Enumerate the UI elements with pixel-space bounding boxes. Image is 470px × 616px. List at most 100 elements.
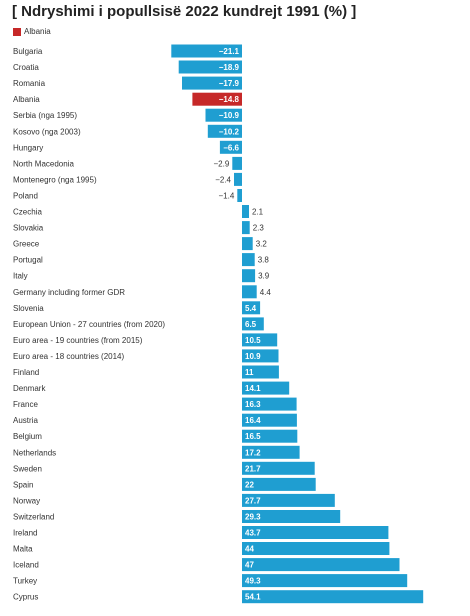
category-label: Spain (13, 480, 33, 489)
bar (242, 237, 253, 251)
category-label: Turkey (13, 577, 37, 586)
data-label: 10.5 (245, 336, 261, 345)
category-label: Finland (13, 368, 39, 377)
category-label: European Union - 27 countries (from 2020… (13, 320, 165, 329)
bar (242, 381, 290, 395)
data-label: 2.3 (253, 224, 265, 233)
chart-legend: Albania (13, 27, 51, 36)
bar (242, 510, 341, 523)
category-label: Italy (13, 272, 28, 281)
data-label: 29.3 (245, 512, 261, 521)
bar (242, 269, 256, 283)
bar (192, 92, 242, 106)
data-label: −2.9 (214, 159, 230, 168)
bar (242, 558, 400, 572)
data-label: 43.7 (245, 529, 261, 538)
data-label: 3.9 (258, 272, 270, 281)
data-label: 14.1 (245, 384, 261, 393)
bar (242, 301, 261, 315)
category-label: Denmark (13, 384, 46, 393)
bar (242, 285, 257, 299)
category-label: Euro area - 18 countries (2014) (13, 352, 125, 361)
data-label: 44 (245, 545, 254, 554)
data-label: 3.2 (256, 240, 268, 249)
bar (207, 124, 242, 138)
data-label: 22 (245, 480, 254, 489)
category-label: Hungary (13, 143, 43, 152)
category-label: Norway (13, 496, 40, 505)
category-label: Romania (13, 79, 46, 88)
category-label: Belgium (13, 432, 42, 441)
bar (205, 108, 242, 122)
data-label: −14.8 (219, 95, 240, 104)
category-label: Montenegro (nga 1995) (13, 175, 97, 184)
bar (242, 221, 250, 235)
bar (242, 413, 297, 427)
bar (242, 590, 424, 604)
category-label: Slovenia (13, 304, 44, 313)
bar (242, 493, 335, 507)
data-label: −17.9 (219, 79, 240, 88)
data-label: 11 (245, 368, 254, 377)
category-label: Euro area - 19 countries (from 2015) (13, 336, 143, 345)
category-label: Kosovo (nga 2003) (13, 127, 81, 136)
data-label: 21.7 (245, 464, 261, 473)
bar (219, 140, 242, 154)
legend-label: Albania (24, 27, 51, 36)
bar (242, 542, 390, 555)
category-label: Malta (13, 545, 33, 554)
data-label: 4.4 (260, 288, 272, 297)
bar (182, 76, 242, 90)
data-label: −6.6 (223, 143, 239, 152)
data-label: −10.9 (219, 111, 240, 120)
category-label: Germany including former GDR (13, 288, 125, 297)
data-label: 27.7 (245, 496, 261, 505)
data-label: −18.9 (219, 63, 240, 72)
bar (171, 44, 242, 58)
bar (242, 205, 249, 218)
category-label: Greece (13, 240, 40, 249)
bar (242, 333, 278, 347)
data-label: 17.2 (245, 448, 261, 457)
category-label: Ireland (13, 529, 37, 538)
category-label: Croatia (13, 63, 39, 72)
category-label: Sweden (13, 464, 42, 473)
bar (242, 445, 300, 459)
category-label: Poland (13, 191, 38, 200)
bar (242, 317, 264, 331)
data-label: 49.3 (245, 577, 261, 586)
bar (242, 477, 316, 491)
data-label: 2.1 (252, 208, 264, 217)
category-label: Switzerland (13, 512, 54, 521)
data-label: −1.4 (219, 191, 235, 200)
bar (242, 526, 389, 539)
category-label: Serbia (nga 1995) (13, 111, 77, 120)
category-label: Czechia (13, 208, 42, 217)
data-label: −2.4 (215, 175, 231, 184)
category-label: North Macedonia (13, 159, 74, 168)
category-label: Bulgaria (13, 47, 43, 56)
data-label: 3.8 (258, 256, 270, 265)
category-label: Portugal (13, 256, 43, 265)
data-label: 16.4 (245, 416, 261, 425)
data-label: 16.5 (245, 432, 261, 441)
legend-swatch (13, 27, 21, 36)
category-label: France (13, 400, 38, 409)
data-label: 47 (245, 561, 254, 570)
bar (242, 349, 279, 363)
bar (242, 365, 279, 379)
bar (178, 60, 242, 74)
data-label: −10.2 (219, 127, 240, 136)
bar (232, 156, 242, 170)
bar (242, 574, 408, 588)
bar (242, 461, 315, 475)
chart-title: [ Ndryshimi i popullsisë 2022 kundrejt 1… (12, 3, 357, 20)
bar (234, 172, 242, 186)
category-label: Albania (13, 95, 40, 104)
bar (242, 397, 297, 411)
category-label: Netherlands (13, 448, 56, 457)
bar (242, 253, 255, 267)
data-label: −21.1 (219, 47, 240, 56)
data-label: 10.9 (245, 352, 261, 361)
